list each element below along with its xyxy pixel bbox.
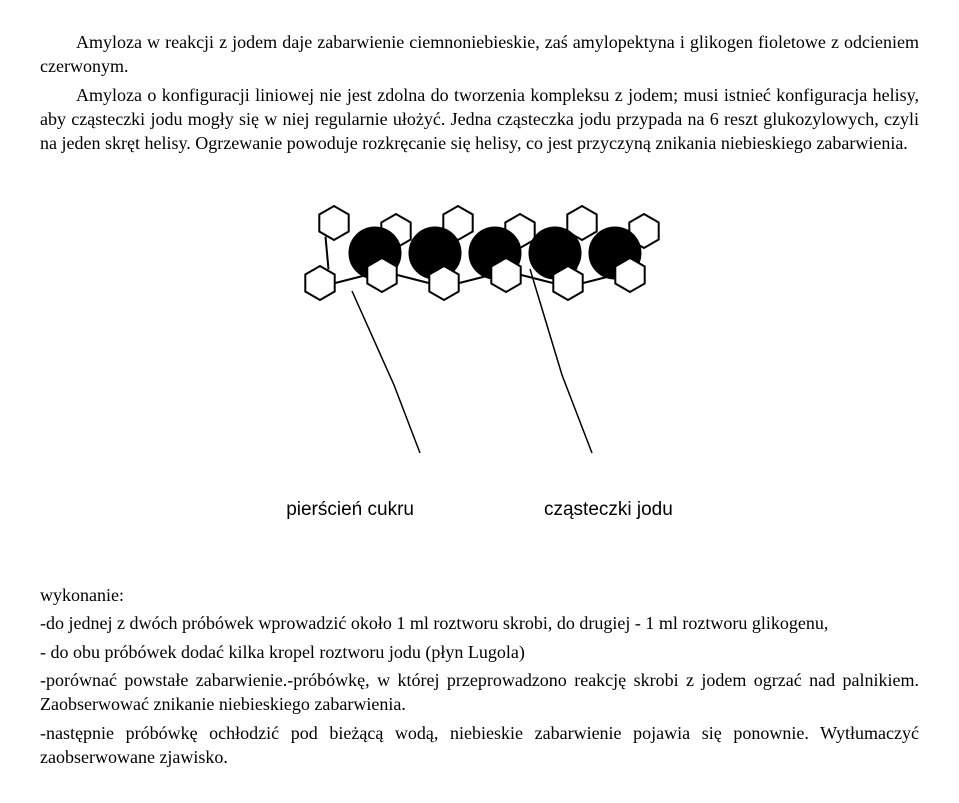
procedure-step-1: -do jednej z dwóch próbówek wprowadzić o… <box>40 611 919 635</box>
procedure-heading: wykonanie: <box>40 583 919 607</box>
paragraph-1: Amyloza w reakcji z jodem daje zabarwien… <box>40 30 919 79</box>
procedure-step-4: -następnie próbówkę ochłodzić pod bieżąc… <box>40 721 919 770</box>
procedure-step-2: - do obu próbówek dodać kilka kropel roz… <box>40 640 919 664</box>
diagram-label-sugar-ring: pierścień cukru <box>286 497 414 523</box>
diagram-label-iodine: cząsteczki jodu <box>544 497 673 523</box>
helix-svg <box>220 175 740 495</box>
helix-diagram: pierścień cukru cząsteczki jodu <box>40 175 919 523</box>
procedure-step-3: -porównać powstałe zabarwienie.-próbówkę… <box>40 668 919 717</box>
procedure-block: wykonanie: -do jednej z dwóch próbówek w… <box>40 583 919 769</box>
paragraph-2: Amyloza o konfiguracji liniowej nie jest… <box>40 83 919 156</box>
